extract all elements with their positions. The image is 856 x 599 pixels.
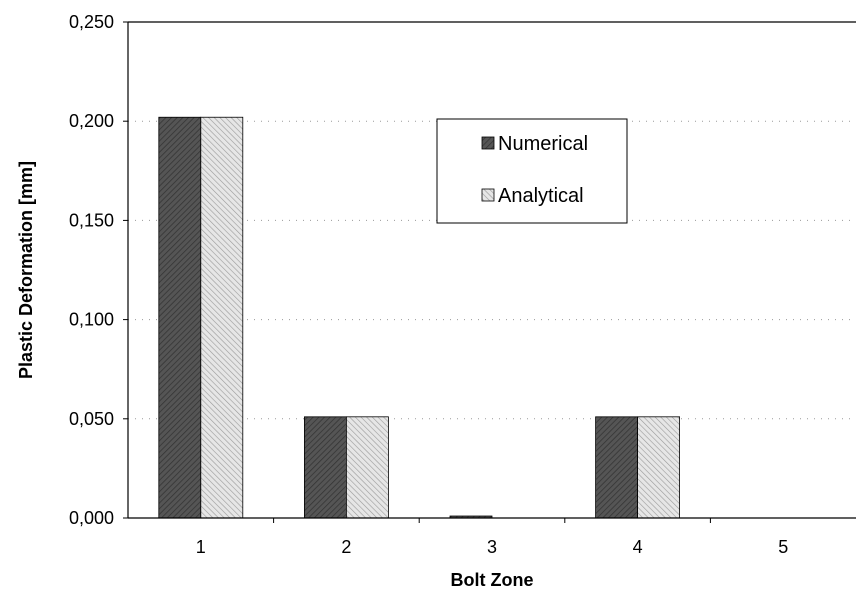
legend: Numerical Analytical: [436, 118, 628, 224]
bars: [158, 116, 680, 519]
bar-numerical-zone-4: [595, 416, 638, 519]
bar-numerical-zone-1: [158, 116, 202, 519]
x-tick-label: 2: [341, 537, 351, 557]
bar-analytical-zone-4: [637, 416, 680, 519]
legend-swatch-numerical: [481, 136, 495, 150]
bar-numerical-zone-2: [303, 416, 347, 519]
x-axis-ticks: 1 2 3 4 5: [196, 518, 788, 557]
legend-label-analytical: Analytical: [498, 185, 584, 207]
y-tick-label: 0,150: [69, 210, 114, 230]
y-tick-label: 0,100: [69, 310, 114, 330]
x-axis-title: Bolt Zone: [451, 570, 534, 590]
y-tick-label: 0,250: [69, 12, 114, 32]
x-tick-label: 4: [633, 537, 643, 557]
legend-label-numerical: Numerical: [498, 133, 588, 155]
y-tick-label: 0,200: [69, 111, 114, 131]
x-tick-label: 5: [778, 537, 788, 557]
legend-swatch-analytical: [481, 188, 495, 202]
x-tick-label: 1: [196, 537, 206, 557]
y-tick-label: 0,000: [69, 508, 114, 528]
legend-box: [436, 118, 628, 224]
y-axis-ticks: 0,000 0,050 0,100 0,150 0,200 0,250: [69, 12, 128, 528]
y-tick-label: 0,050: [69, 409, 114, 429]
x-tick-label: 3: [487, 537, 497, 557]
y-axis-title: Plastic Deformation [mm]: [16, 161, 36, 379]
bar-analytical-zone-2: [345, 416, 389, 519]
bar-analytical-zone-1: [200, 116, 244, 519]
